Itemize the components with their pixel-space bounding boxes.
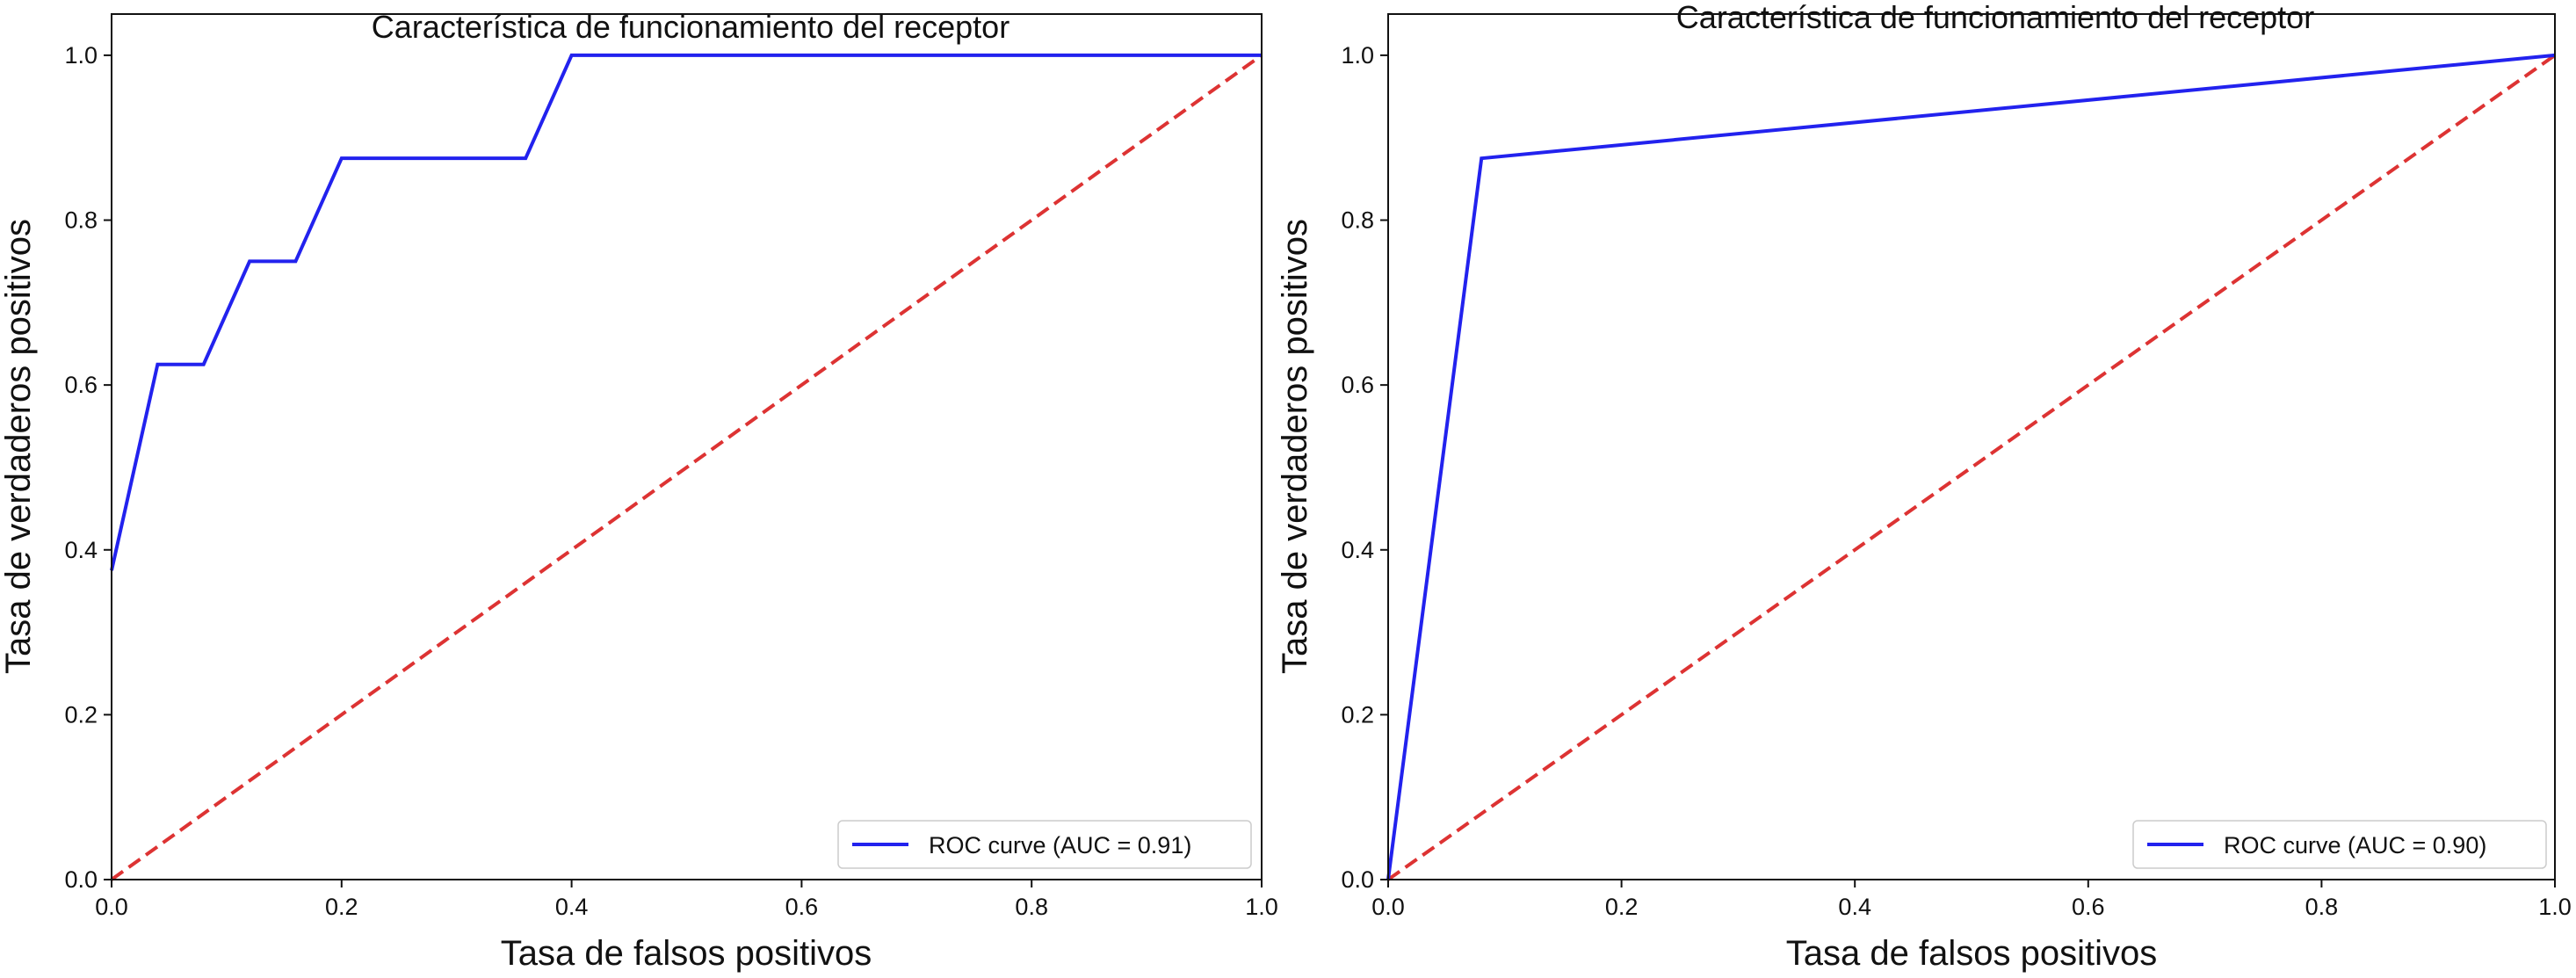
x-tick-label: 0.2 bbox=[325, 894, 358, 920]
x-tick-label: 0.4 bbox=[1838, 894, 1871, 920]
y-tick-label: 0.4 bbox=[1341, 537, 1374, 563]
roc-curve-line bbox=[1386, 53, 2556, 880]
y-tick-label: 0.0 bbox=[64, 866, 98, 893]
x-tick-label: 0.0 bbox=[95, 894, 128, 920]
x-tick-label: 1.0 bbox=[1245, 894, 1278, 920]
roc-curve-line bbox=[110, 53, 1262, 571]
reference-diagonal-line bbox=[1386, 54, 2557, 881]
chart-right: Característica de funcionamiento del rec… bbox=[1276, 0, 2572, 973]
legend-entry: ROC curve (AUC = 0.91) bbox=[929, 832, 1191, 858]
chart-left: Característica de funcionamiento del rec… bbox=[0, 9, 1278, 973]
chart-right-x-ticks: 0.0 0.2 0.4 0.6 0.8 1.0 bbox=[1371, 880, 2572, 920]
chart-right-title: Característica de funcionamiento del rec… bbox=[1676, 0, 2314, 35]
chart-right-frame bbox=[1387, 13, 2556, 880]
chart-right-plot-area bbox=[1386, 53, 2557, 881]
reference-diagonal-line bbox=[110, 54, 1263, 881]
y-tick-label: 0.2 bbox=[64, 701, 98, 728]
x-tick-label: 0.2 bbox=[1605, 894, 1639, 920]
chart-left-plot-area bbox=[110, 53, 1263, 881]
x-tick-label: 0.6 bbox=[785, 894, 819, 920]
chart-right-y-axis-label: Tasa de verdaderos positivos bbox=[1276, 219, 1314, 674]
chart-left-frame bbox=[111, 13, 1263, 880]
chart-left-x-ticks: 0.0 0.2 0.4 0.6 0.8 1.0 bbox=[95, 880, 1278, 920]
y-tick-label: 0.0 bbox=[1341, 866, 1374, 893]
x-tick-label: 1.0 bbox=[2538, 894, 2572, 920]
y-tick-label: 0.6 bbox=[1341, 372, 1374, 398]
y-tick-label: 0.2 bbox=[1341, 701, 1374, 728]
x-tick-label: 0.6 bbox=[2072, 894, 2105, 920]
chart-left-y-axis-label: Tasa de verdaderos positivos bbox=[0, 219, 38, 674]
chart-left-x-axis-label: Tasa de falsos positivos bbox=[501, 934, 872, 973]
x-tick-label: 0.4 bbox=[555, 894, 589, 920]
chart-right-x-axis-label: Tasa de falsos positivos bbox=[1786, 934, 2157, 973]
y-tick-label: 1.0 bbox=[64, 42, 98, 69]
chart-right-y-ticks: 0.0 0.2 0.4 0.6 0.8 1.0 bbox=[1341, 42, 1388, 893]
x-tick-label: 0.0 bbox=[1371, 894, 1405, 920]
chart-left-legend: ROC curve (AUC = 0.91) bbox=[837, 820, 1252, 869]
x-tick-label: 0.8 bbox=[2305, 894, 2339, 920]
legend-box bbox=[2132, 820, 2547, 869]
chart-left-y-ticks: 0.0 0.2 0.4 0.6 0.8 1.0 bbox=[64, 42, 112, 893]
chart-right-legend: ROC curve (AUC = 0.90) bbox=[2132, 820, 2547, 869]
y-tick-label: 0.8 bbox=[64, 207, 98, 234]
legend-box bbox=[837, 820, 1252, 869]
y-tick-label: 0.8 bbox=[1341, 207, 1374, 234]
legend-entry: ROC curve (AUC = 0.90) bbox=[2224, 832, 2486, 858]
y-tick-label: 0.6 bbox=[64, 372, 98, 398]
x-tick-label: 0.8 bbox=[1015, 894, 1048, 920]
y-tick-label: 0.4 bbox=[64, 537, 98, 563]
y-tick-label: 1.0 bbox=[1341, 42, 1374, 69]
